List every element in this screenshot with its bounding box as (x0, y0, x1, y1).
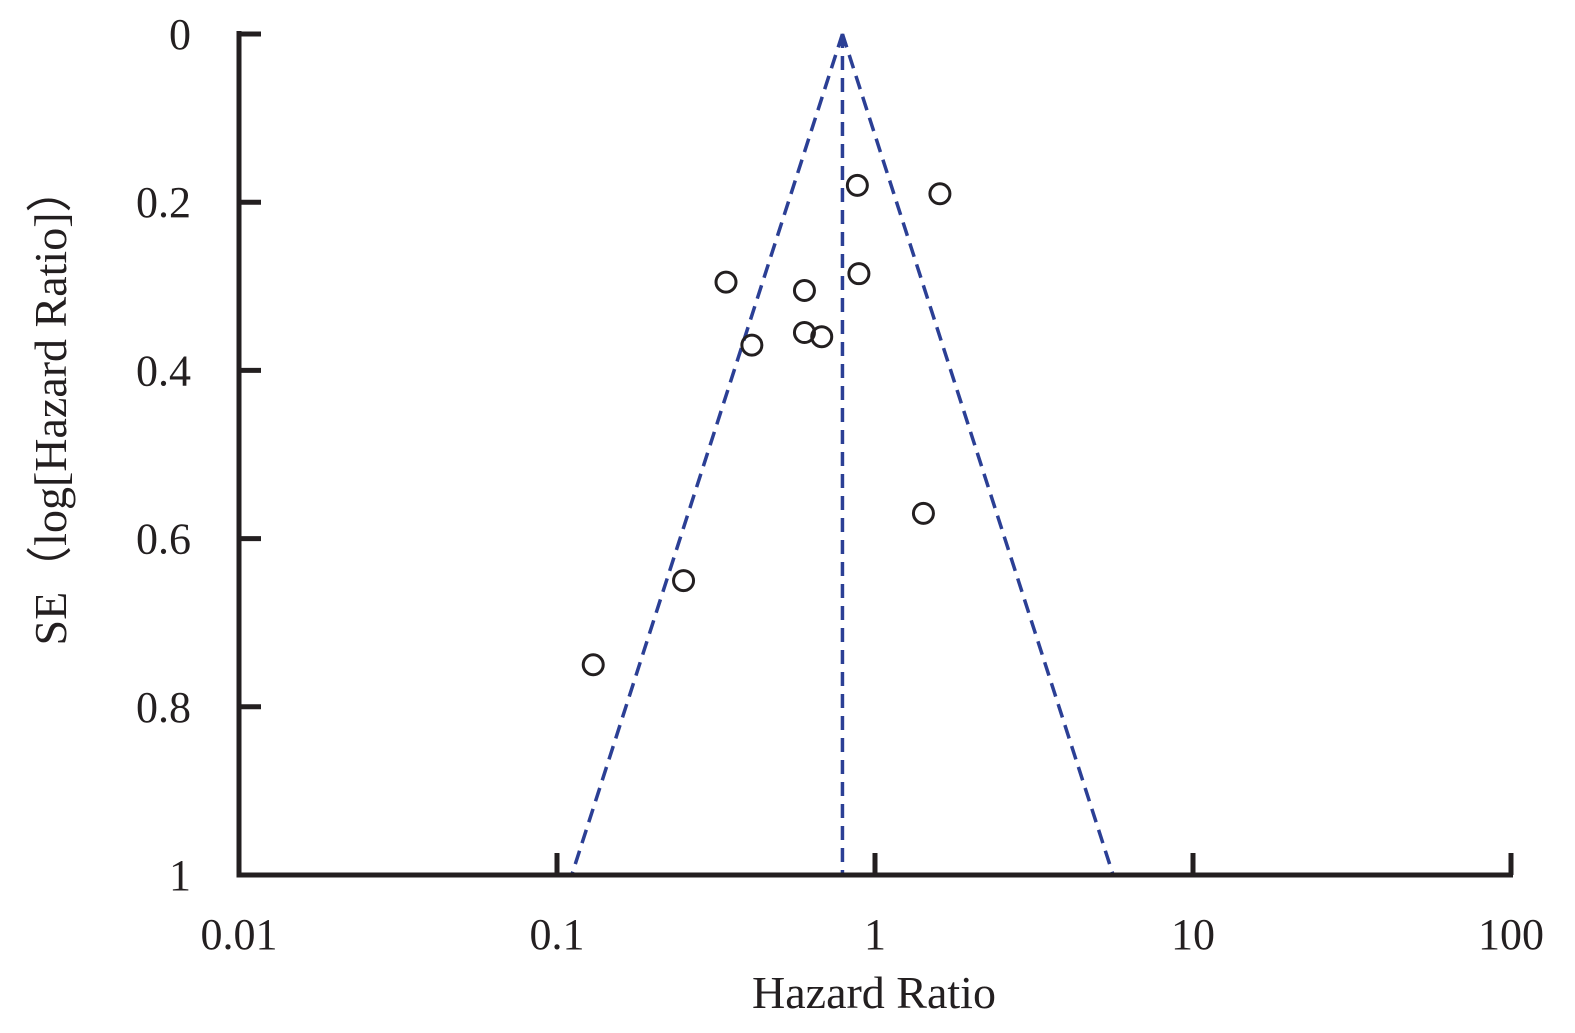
y-tick-label: 1 (169, 851, 191, 900)
y-tick-label: 0.8 (136, 683, 191, 732)
y-tick-label: 0 (169, 10, 191, 59)
lower-confidence-line (570, 33, 845, 876)
study-point (740, 333, 764, 357)
y-tick-label: 0.2 (136, 178, 191, 227)
study-point (672, 569, 696, 593)
study-points (581, 173, 952, 677)
study-point (581, 653, 605, 677)
x-axis-label: Hazard Ratio (752, 967, 996, 1018)
upper-confidence-line (840, 33, 1115, 876)
axes (236, 31, 1514, 878)
x-tick-label: 10 (1171, 910, 1215, 959)
funnel-apex (837, 33, 848, 46)
study-point (911, 501, 935, 525)
y-tick-label: 0.4 (136, 346, 191, 395)
study-point (847, 262, 871, 286)
study-point (792, 321, 816, 345)
y-axis-label: SE（log[Hazard Ratio]） (25, 166, 76, 645)
study-point (792, 279, 816, 303)
study-point (714, 270, 738, 294)
x-tick-label: 1 (864, 910, 886, 959)
x-tick-label: 0.01 (201, 910, 278, 959)
study-point (928, 182, 952, 206)
study-point (810, 325, 834, 349)
x-tick-label: 0.1 (530, 910, 585, 959)
study-point (845, 173, 869, 197)
funnel-lines (570, 33, 1115, 876)
x-tick-label: 100 (1478, 910, 1544, 959)
tick-labels: 0.01 0.1 1 10 100 0 0.2 0.4 0.6 0.8 1 (136, 10, 1544, 959)
y-tick-label: 0.6 (136, 515, 191, 564)
